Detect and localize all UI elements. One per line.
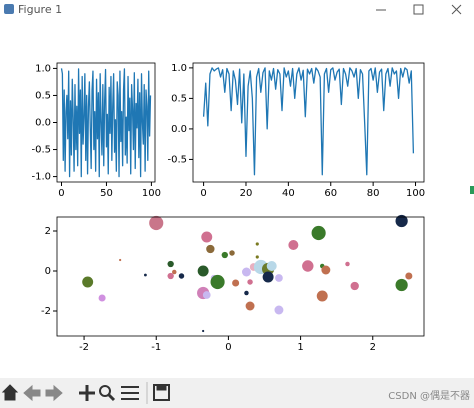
- scatter-point: [241, 267, 251, 277]
- watermark: CSDN @偶是不器: [388, 389, 470, 402]
- scatter-point: [350, 281, 359, 291]
- axes-frame: [56, 216, 425, 337]
- y-tick-label: 0: [45, 266, 51, 277]
- x-tick-label: 40: [282, 188, 295, 199]
- scatter-point: [262, 271, 274, 283]
- y-tick-label: 0.5: [35, 90, 51, 101]
- forward-button[interactable]: [45, 384, 63, 402]
- scatter-point: [275, 274, 283, 282]
- maximize-button[interactable]: [413, 4, 424, 15]
- x-tick-label: 100: [406, 188, 425, 199]
- x-tick-label: -1: [151, 342, 161, 353]
- x-tick-label: 80: [367, 188, 380, 199]
- close-button[interactable]: [451, 4, 462, 15]
- x-tick-label: -2: [79, 342, 89, 353]
- scatter-point: [197, 265, 209, 277]
- pan-button[interactable]: [79, 385, 95, 401]
- window-title: Figure 1: [18, 3, 62, 16]
- home-button[interactable]: [1, 384, 19, 401]
- scatter-point: [202, 291, 211, 299]
- x-tick-label: 50: [100, 188, 113, 199]
- scatter-point: [255, 242, 259, 246]
- line-series: [60, 68, 152, 178]
- scatter-point: [167, 260, 174, 268]
- x-tick-label: 0: [58, 188, 64, 199]
- scatter-point: [178, 273, 185, 279]
- scatter-point: [232, 279, 240, 287]
- scatter-point: [395, 278, 408, 292]
- back-button[interactable]: [23, 384, 41, 402]
- y-tick-label: 1.0: [35, 63, 51, 74]
- scatter-point: [172, 269, 177, 275]
- scatter-point: [119, 258, 122, 262]
- scatter-point: [266, 261, 277, 271]
- x-tick-label: 100: [142, 188, 161, 199]
- y-tick-label: 2: [45, 226, 51, 237]
- y-tick-label: -0.5: [167, 154, 187, 165]
- x-tick-label: 1: [297, 342, 303, 353]
- save-button[interactable]: [153, 384, 170, 401]
- scatter-point: [210, 274, 225, 290]
- scatter-point: [221, 251, 228, 259]
- line-series: [202, 67, 415, 176]
- scatter-point: [311, 225, 326, 241]
- edge-marker: [470, 186, 474, 194]
- axes-frame: [192, 62, 425, 183]
- scatter-point: [149, 215, 164, 231]
- scatter-point: [244, 290, 249, 296]
- y-tick-label: -2: [41, 306, 51, 317]
- scatter-point: [245, 301, 255, 311]
- x-tick-label: 2: [370, 342, 376, 353]
- scatter-point: [167, 272, 174, 280]
- scatter-point: [321, 265, 331, 275]
- y-tick-label: 0.5: [171, 93, 187, 104]
- x-tick-label: 0: [225, 342, 231, 353]
- scatter-point: [316, 290, 328, 302]
- x-tick-label: 0: [200, 188, 206, 199]
- y-tick-label: -0.5: [31, 145, 51, 156]
- zoom-button[interactable]: [99, 385, 116, 402]
- y-tick-label: 1.0: [171, 63, 187, 74]
- axes-frame: [56, 62, 156, 183]
- x-tick-label: 20: [240, 188, 253, 199]
- scatter-point: [247, 279, 253, 285]
- y-tick-label: -1.0: [31, 172, 51, 183]
- scatter-point: [143, 273, 147, 277]
- configure-button[interactable]: [121, 386, 139, 400]
- scatter-point: [206, 244, 215, 254]
- scatter-point: [202, 329, 205, 333]
- scatter-point: [405, 272, 413, 280]
- scatter-point: [82, 276, 94, 288]
- scatter-point: [395, 214, 408, 228]
- app-icon: [4, 4, 14, 14]
- scatter-point: [201, 231, 213, 243]
- scatter-point: [255, 255, 259, 259]
- scatter-point: [288, 240, 299, 250]
- scatter-point: [229, 250, 235, 256]
- scatter-point: [302, 260, 314, 272]
- x-tick-label: 60: [324, 188, 337, 199]
- title-bar: [0, 0, 474, 20]
- scatter-point: [98, 294, 106, 302]
- scatter-point: [274, 305, 284, 315]
- y-tick-label: 0.0: [35, 118, 51, 129]
- y-tick-label: 0.0: [171, 124, 187, 135]
- scatter-point: [345, 261, 350, 267]
